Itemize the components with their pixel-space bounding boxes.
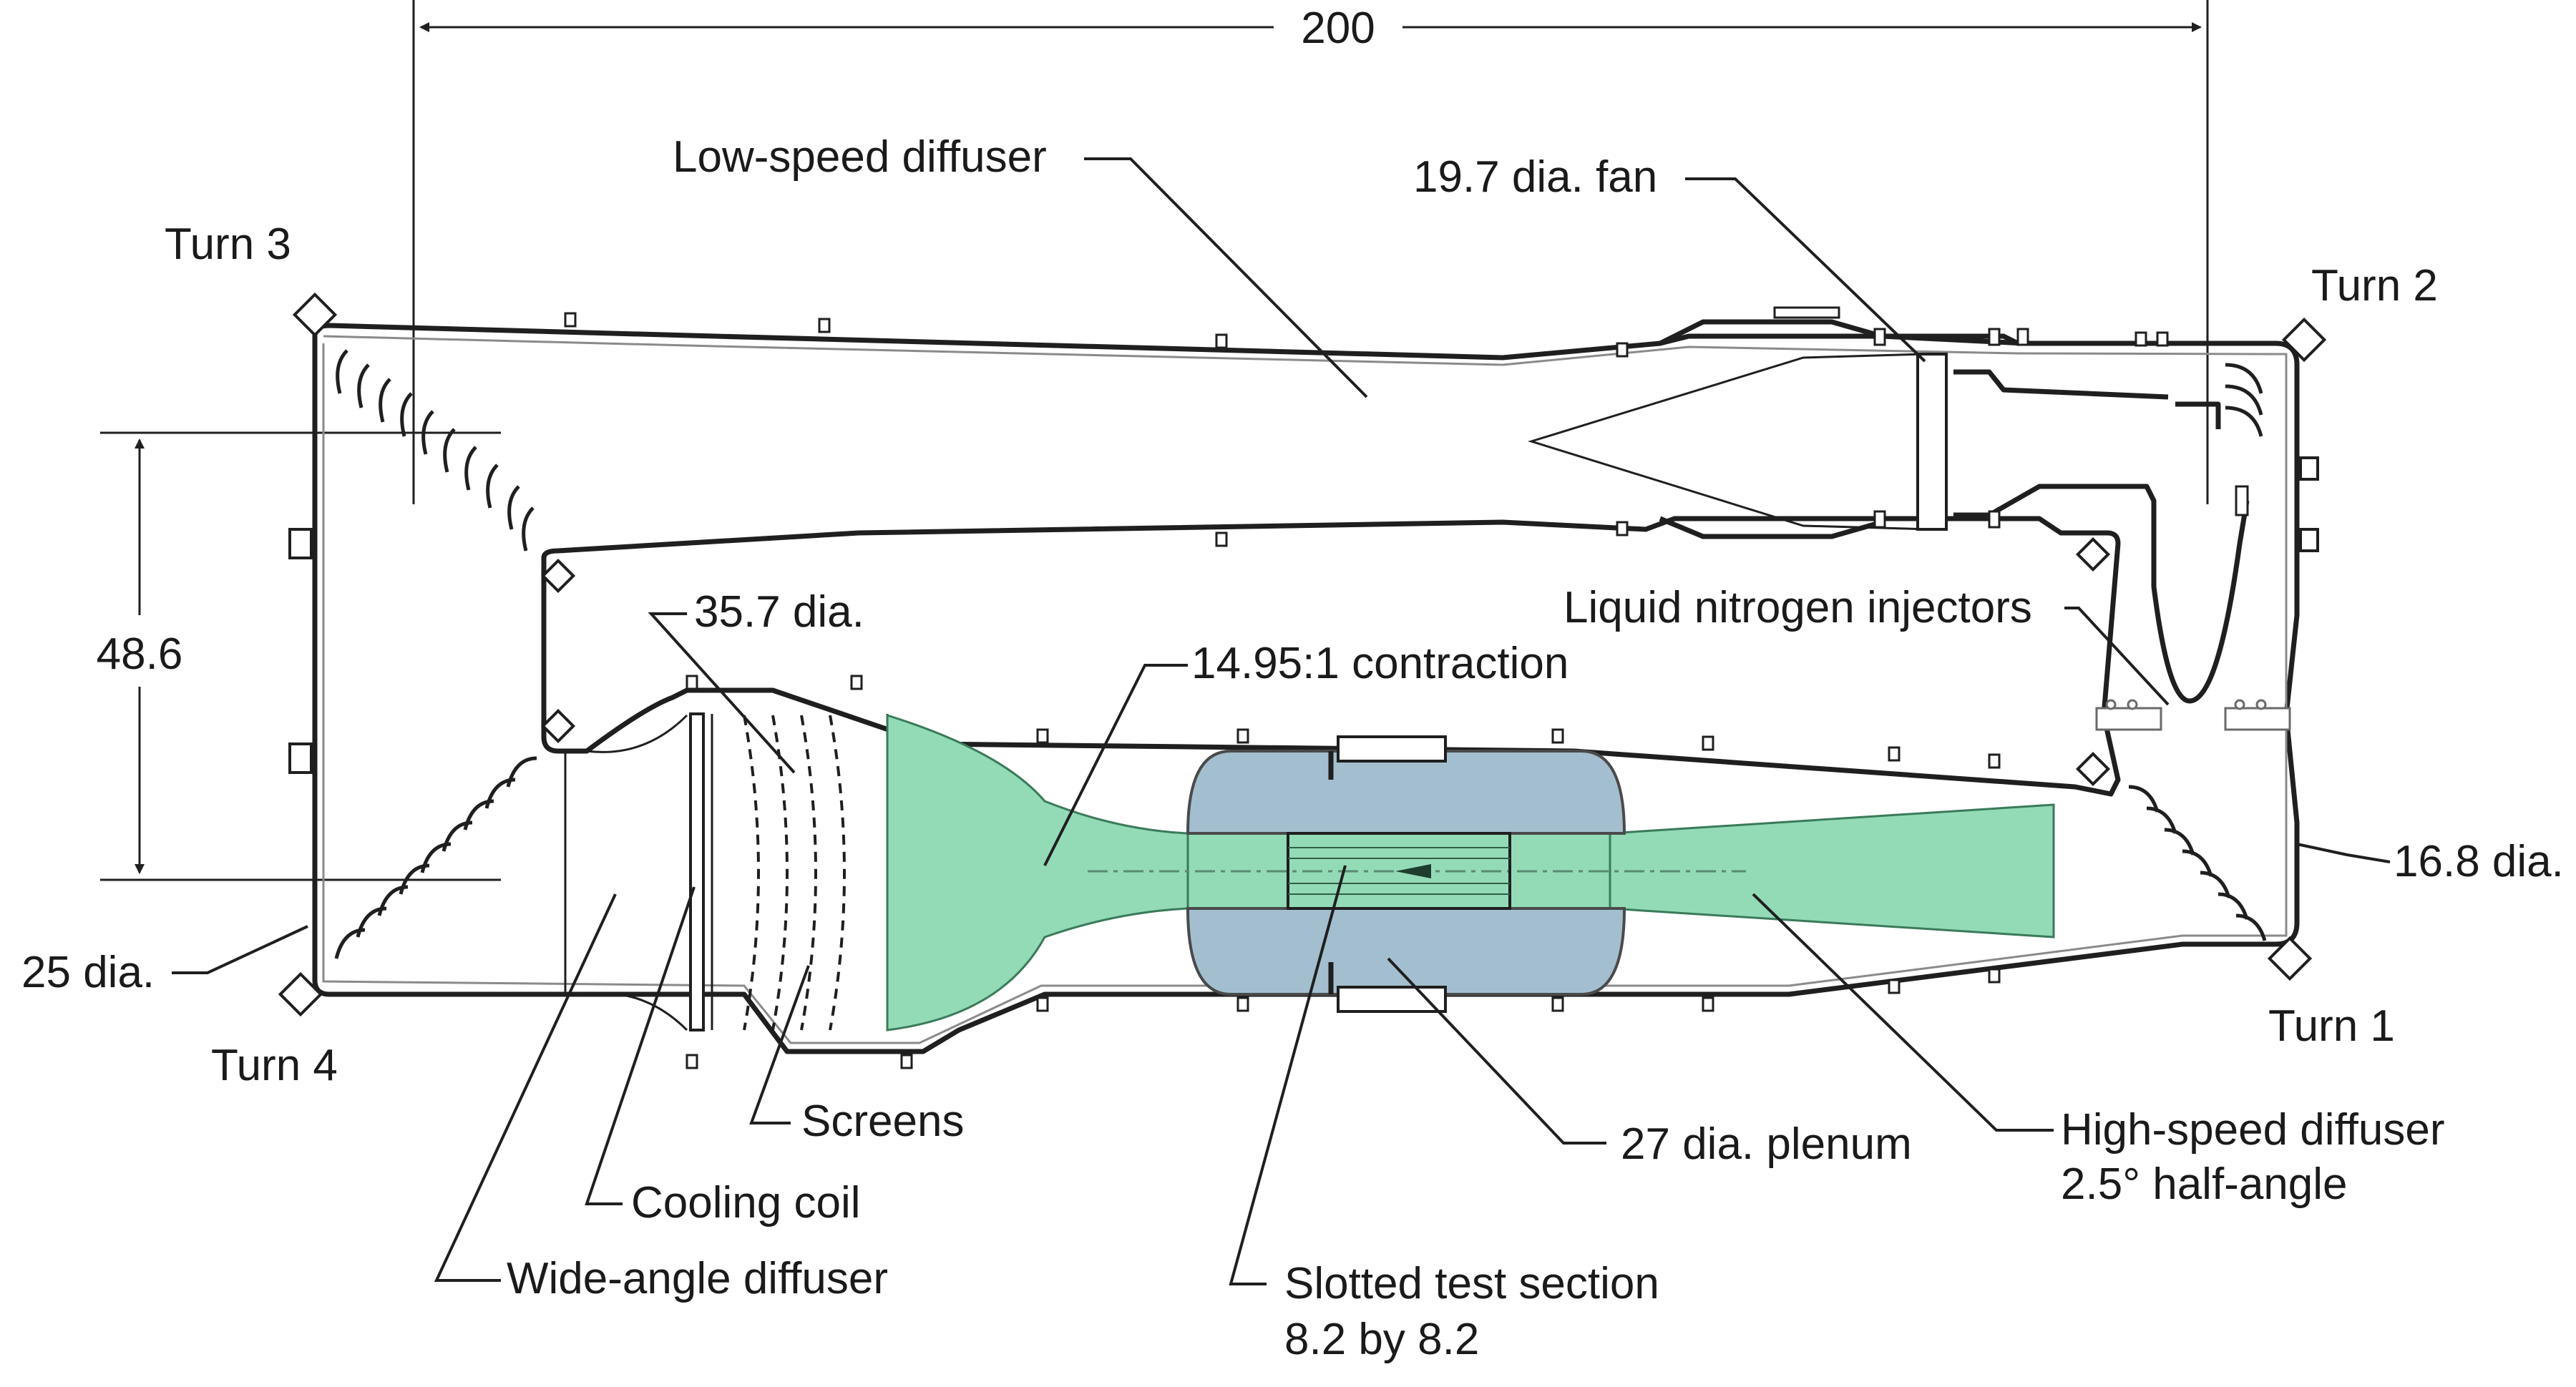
corner-mount-inner-bl (540, 708, 576, 744)
settling-dia-label: 35.7 dia. (694, 587, 864, 637)
fan-duct-upper (1953, 369, 2169, 400)
side-bracket (288, 742, 313, 774)
test-section-label-line1: Slotted test section (1284, 1259, 1659, 1308)
turn4-label: Turn 4 (211, 1041, 338, 1090)
plenum (1186, 735, 1626, 1013)
inner-wall (541, 516, 2121, 797)
low-speed-diffuser-label: Low-speed diffuser (673, 132, 1047, 182)
leader-contraction (1043, 664, 1188, 866)
fan-duct-outlet (2175, 401, 2221, 429)
fan-housing-bottom (1659, 516, 1883, 539)
turn1-label: Turn 1 (2268, 1001, 2395, 1051)
turn1-vanes (2128, 785, 2267, 941)
plenum-lower-half (1186, 907, 1626, 996)
fan-markers (1873, 328, 2029, 529)
turn4-dia-label: 25 dia. (21, 948, 155, 997)
slotted-test-section (1287, 832, 1511, 910)
plenum-bottom-hatch (1337, 986, 1447, 1013)
leader-liquid-nitrogen (2064, 607, 2170, 706)
fan-top-plate (1773, 306, 1840, 319)
leader-high-speed-diffuser (1752, 893, 2054, 1132)
test-section-label-line2: 8.2 by 8.2 (1284, 1315, 1479, 1364)
plenum-upper-half (1186, 750, 1626, 835)
corner-mount-inner-br (2075, 751, 2111, 787)
turn3-vanes (336, 349, 535, 552)
leader-screens (749, 965, 810, 1124)
side-bracket (2299, 456, 2319, 481)
leader-16-8-dia (2296, 843, 2391, 863)
liquid-nitrogen-label: Liquid nitrogen injectors (1563, 583, 2032, 632)
leader-wide-angle-diffuser (434, 893, 617, 1282)
fan-label: 19.7 dia. fan (1413, 152, 1657, 202)
settling-chamber (564, 712, 889, 1031)
fan-nacelle (1527, 353, 1933, 531)
corner-mount-turn4 (278, 971, 323, 1017)
leader-plenum (1387, 957, 1606, 1145)
text-labels: Turn 3 Turn 2 Turn 1 Turn 4 Low-speed di… (21, 132, 2564, 1364)
wide-angle-diffuser-curve-top (586, 714, 688, 753)
corner-mount-inner-tr (2075, 536, 2111, 572)
turn3-label: Turn 3 (165, 220, 291, 269)
turn2-label: Turn 2 (2311, 261, 2438, 310)
liquid-nitrogen-injectors (2095, 699, 2291, 731)
plenum-label: 27 dia. plenum (1621, 1119, 1912, 1169)
side-bracket (288, 528, 313, 559)
corner-mount-turn2 (2281, 317, 2327, 363)
fan-bracket (2235, 485, 2249, 516)
screens (743, 715, 846, 1031)
leader-cooling-coil (585, 886, 696, 1205)
dimension-200: 200 (412, 0, 2209, 504)
high-speed-diffuser-section (1609, 803, 2055, 938)
wide-angle-diffuser-label: Wide-angle diffuser (507, 1254, 888, 1303)
fan-duct-lower (1953, 484, 2250, 704)
cooling-coil-label: Cooling coil (631, 1178, 861, 1227)
dimension-height-label: 48.6 (97, 629, 183, 679)
dimension-length-label: 200 (1301, 4, 1375, 53)
contraction-section (886, 713, 1189, 1031)
plenum-top-hatch (1337, 735, 1447, 763)
fan-assembly (1527, 306, 2250, 704)
turning-vanes (334, 349, 2267, 959)
corner-mount-inner-tl (540, 558, 576, 594)
dimension-48-6: 48.6 (97, 431, 501, 881)
fan-rotor (1916, 353, 1948, 531)
outer-wall (312, 323, 2300, 1054)
tunnel-walls (278, 292, 2327, 1069)
screens-label: Screens (801, 1097, 964, 1146)
return-dia-label: 16.8 dia. (2394, 837, 2564, 886)
high-speed-diffuser-label-line1: High-speed diffuser (2061, 1105, 2445, 1155)
side-bracket (2299, 528, 2319, 552)
turn2-vanes (2225, 363, 2263, 437)
corner-mount-turn1 (2267, 936, 2313, 981)
test-section-slots (1288, 847, 1510, 895)
leader-25-dia (172, 925, 308, 974)
turn4-vanes (334, 756, 537, 959)
contraction-label: 14.95:1 contraction (1191, 639, 1568, 688)
leader-lines (172, 157, 2391, 1285)
wide-angle-diffuser-curve-bottom (586, 992, 688, 1031)
leader-test-section (1229, 865, 1347, 1285)
test-model (1395, 864, 1431, 878)
outer-wall-inner-line (322, 335, 2288, 1044)
high-speed-diffuser-label-line2: 2.5° half-angle (2061, 1160, 2348, 1209)
flow-path (886, 713, 2055, 1031)
cooling-coil (689, 712, 705, 1031)
leader-low-speed-diffuser (1084, 157, 1368, 398)
flange-markers (564, 312, 2169, 1069)
leader-fan (1685, 177, 1926, 363)
corner-mount-turn3 (292, 292, 338, 338)
fan-housing-top (1659, 319, 2026, 346)
leader-35-7-dia (648, 612, 796, 774)
